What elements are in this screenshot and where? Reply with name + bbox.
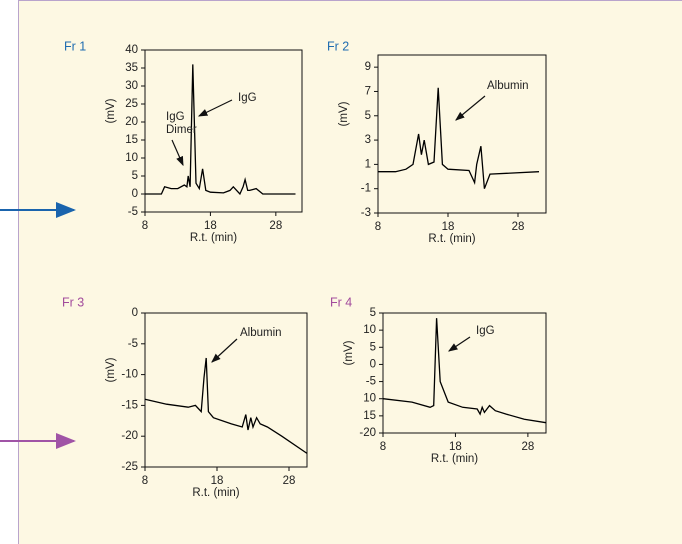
annotation: IgG [166, 111, 185, 123]
y-tick-label: 25 [125, 98, 138, 110]
y-axis-label: (mV) [105, 357, 117, 382]
x-tick-label: 18 [204, 220, 217, 232]
y-tick-label: 5 [370, 341, 376, 353]
plot-frame [377, 54, 547, 214]
y-tick-label: 15 [125, 134, 138, 146]
trace [382, 318, 547, 424]
y-tick-label: 10 [363, 324, 376, 336]
annotation: Albumin [240, 327, 282, 339]
panel-title: Fr 3 [62, 295, 84, 309]
panel: Fr 4 5 10 5 0 -5 10 15 -20 8 18 28 R.t. (min) (mV) IgG [330, 295, 547, 465]
x-tick-label: 8 [142, 475, 148, 487]
y-tick-label: -20 [121, 430, 138, 442]
y-tick-label: 0 [132, 188, 138, 200]
y-tick-label: 7 [365, 85, 371, 97]
panel: Fr 1 40 35 30 25 20 15 10 5 0 -5 8 18 28 R.t. (min) (mV… [64, 39, 303, 244]
annotation-arrow [197, 99, 233, 117]
y-axis-label: (mV) [338, 101, 350, 126]
y-tick-label: -3 [361, 207, 371, 219]
y-tick-label: -1 [361, 183, 371, 195]
x-axis-label: R.t. (min) [431, 453, 478, 465]
y-tick-label: 10 [363, 393, 376, 405]
y-tick-label: 5 [132, 170, 138, 182]
y-tick-label: 1 [365, 158, 371, 170]
x-tick-label: 18 [449, 441, 462, 453]
panel-title: Fr 4 [330, 295, 352, 309]
annotation-arrow [455, 95, 486, 121]
y-tick-label: 9 [365, 61, 371, 73]
x-tick-label: 28 [283, 475, 296, 487]
trace [144, 357, 308, 454]
x-axis-label: R.t. (min) [190, 232, 237, 244]
y-tick-label: -5 [128, 338, 138, 350]
y-tick-label: 15 [363, 410, 376, 422]
plot-frame [382, 312, 547, 434]
panel-title: Fr 1 [64, 39, 86, 53]
x-tick-label: 8 [142, 220, 148, 232]
y-tick-label: 0 [132, 307, 138, 319]
annotation-arrow [448, 336, 471, 352]
y-tick-label: -15 [121, 399, 138, 411]
y-tick-label: -10 [121, 369, 138, 381]
x-tick-label: 28 [269, 220, 282, 232]
panel: Fr 2 9 7 5 3 1 -1 -3 8 18 28 R.t. (min) (mV) Albumin [327, 39, 547, 245]
y-tick-label: 30 [125, 80, 138, 92]
y-tick-label: -20 [359, 427, 376, 439]
y-tick-label: 5 [365, 110, 371, 122]
y-axis-label: (mV) [105, 98, 117, 123]
x-tick-label: 18 [442, 221, 455, 233]
y-tick-label: 3 [365, 134, 371, 146]
annotation: IgG [476, 325, 495, 337]
y-tick-label: 10 [125, 152, 138, 164]
annotation: Albumin [487, 80, 529, 92]
y-axis-label: (mV) [343, 340, 355, 365]
x-axis-label: R.t. (min) [192, 487, 239, 499]
annotation: IgG [238, 92, 257, 104]
trace [145, 64, 296, 196]
y-tick-label: -5 [128, 206, 138, 218]
panel: Fr 3 0 -5 -10 -15 -20 -25 8 18 28 R.t. (min) (mV) Al… [62, 295, 308, 499]
y-tick-label: 40 [125, 44, 138, 56]
annotation-arrow [171, 139, 184, 167]
y-tick-label: -25 [121, 461, 138, 473]
trace [378, 87, 540, 189]
x-tick-label: 28 [521, 441, 534, 453]
plot-frame [144, 312, 308, 468]
y-tick-label: 20 [125, 116, 138, 128]
y-tick-label: 5 [370, 307, 376, 319]
x-tick-label: 28 [512, 221, 525, 233]
annotation-arrow [211, 338, 238, 363]
y-tick-label: 35 [125, 62, 138, 74]
y-tick-label: 0 [370, 358, 376, 370]
annotation: Dimer [166, 124, 197, 136]
x-tick-label: 8 [375, 221, 381, 233]
panel-title: Fr 2 [327, 39, 349, 53]
x-tick-label: 18 [211, 475, 224, 487]
y-tick-label: -5 [366, 376, 376, 388]
plot-frame [144, 49, 303, 213]
figure-background [18, 0, 682, 544]
x-axis-label: R.t. (min) [428, 233, 475, 245]
x-tick-label: 8 [380, 441, 386, 453]
